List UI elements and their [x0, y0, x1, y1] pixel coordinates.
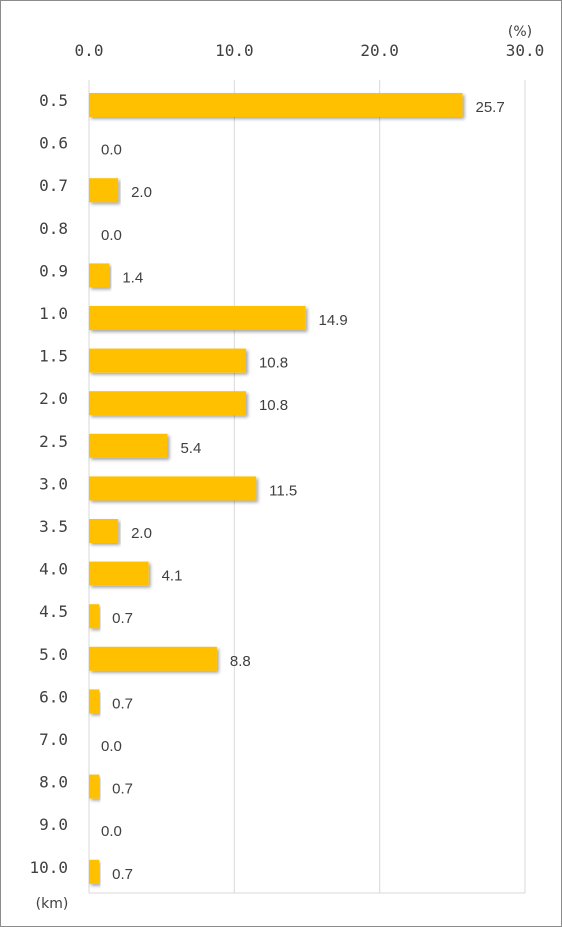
bar	[89, 93, 463, 117]
data-label: 10.8	[259, 355, 288, 372]
bar	[89, 859, 100, 884]
y-category-label: 1.5	[39, 347, 68, 366]
y-category-label: 0.5	[39, 91, 68, 110]
x-tick-label: 10.0	[215, 41, 254, 60]
data-label: 8.8	[230, 653, 251, 670]
y-category-label: 10.0	[29, 858, 68, 877]
data-label: 5.4	[180, 440, 201, 457]
bar	[89, 519, 119, 543]
data-label: 10.8	[259, 397, 288, 414]
y-category-label: 5.0	[39, 645, 68, 664]
data-label: 2.0	[131, 525, 152, 542]
bar	[89, 433, 168, 458]
y-category-label: 0.9	[39, 261, 68, 280]
y-category-label: 4.5	[39, 602, 68, 621]
y-category-label: 3.0	[39, 474, 68, 493]
y-category-label: 0.8	[39, 219, 68, 238]
data-label: 0.0	[101, 738, 122, 755]
data-label: 4.1	[162, 568, 183, 585]
data-label: 0.0	[101, 142, 122, 159]
data-label: 0.7	[112, 781, 133, 798]
data-labels: 25.7 0.0 2.0 0.0 1.4 14.9 10.8 10.8 5.4 11.5 2.0 4.…	[101, 99, 505, 883]
bar	[89, 306, 306, 330]
data-label: 2.0	[131, 184, 152, 201]
bars	[89, 93, 463, 884]
y-category-label: 0.7	[39, 176, 68, 195]
data-label: 0.7	[112, 610, 133, 627]
bar	[89, 604, 100, 629]
y-category-label: 9.0	[39, 815, 68, 834]
bar	[89, 263, 110, 288]
bar	[89, 348, 246, 373]
axes: 0.0 10.0 20.0 30.00.50.60.70.80.91.01.52.02…	[29, 41, 545, 894]
bar	[89, 391, 246, 416]
bar	[89, 476, 257, 501]
x-tick-label: 20.0	[360, 41, 399, 60]
data-label: 11.5	[269, 482, 297, 499]
y-category-label: 2.5	[39, 432, 68, 451]
data-label: 0.0	[101, 227, 122, 244]
data-label: 0.7	[112, 866, 133, 883]
y-category-label: 7.0	[39, 730, 68, 749]
y-category-label: 0.6	[39, 134, 68, 153]
data-label: 1.4	[122, 269, 143, 286]
y-category-label: 6.0	[39, 687, 68, 706]
bar	[89, 561, 149, 586]
bar	[89, 689, 100, 714]
data-label: 25.7	[476, 99, 505, 116]
bar	[89, 646, 217, 671]
y-category-label: 1.0	[39, 304, 68, 323]
y-category-label: 4.0	[39, 560, 68, 579]
y-unit-label: (km)	[36, 896, 69, 912]
bar	[89, 178, 119, 203]
y-category-label: 2.0	[39, 389, 68, 408]
y-category-label: 3.5	[39, 517, 68, 536]
data-label: 0.7	[112, 695, 133, 712]
x-tick-label: 0.0	[75, 41, 104, 60]
data-label: 14.9	[319, 312, 348, 329]
x-unit-label: (%)	[508, 24, 532, 40]
data-label: 0.0	[101, 823, 122, 840]
x-tick-label: 30.0	[506, 41, 545, 60]
y-category-label: 8.0	[39, 773, 68, 792]
bar	[89, 774, 100, 799]
